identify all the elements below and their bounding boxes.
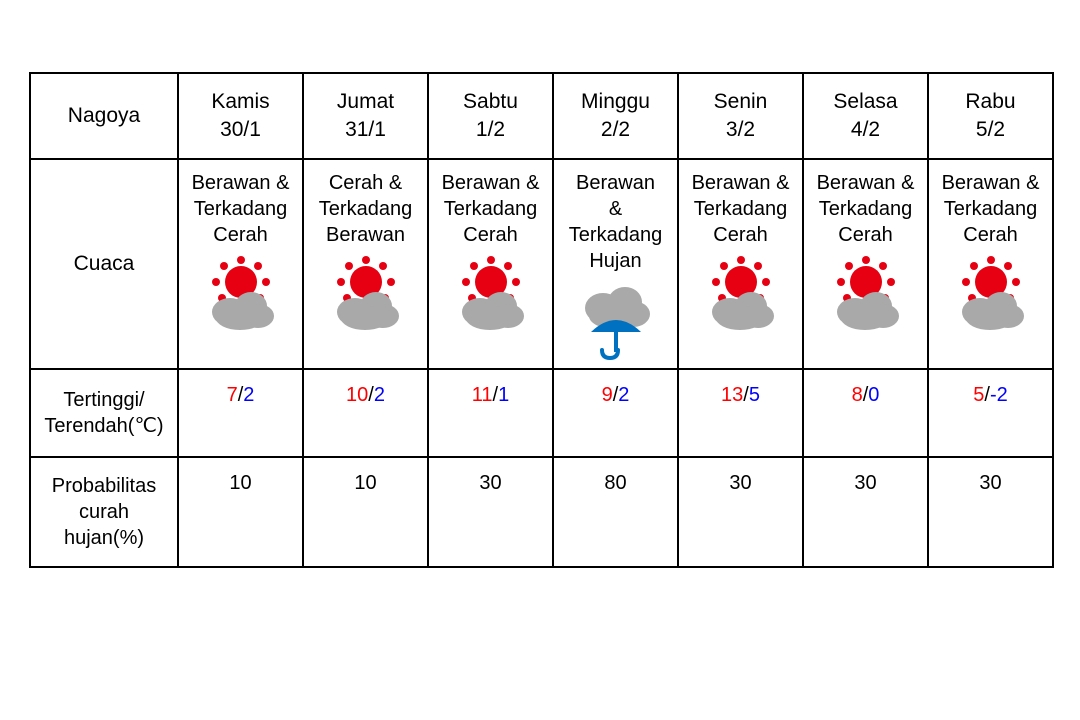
weather-cell: Berawan&TerkadangHujan bbox=[553, 159, 678, 369]
precip-cell: 30 bbox=[803, 457, 928, 567]
sun-cloud-icon bbox=[821, 252, 911, 332]
day-header: Kamis 30/1 bbox=[178, 73, 303, 159]
temp-lo: -2 bbox=[990, 384, 1008, 406]
day-date: 3/2 bbox=[683, 116, 798, 144]
weather-icon-box bbox=[433, 252, 548, 332]
day-header: Minggu 2/2 bbox=[553, 73, 678, 159]
temp-cell: 11/1 bbox=[428, 369, 553, 457]
condition-text: Berawan &TerkadangCerah bbox=[808, 170, 923, 248]
precip-row: Probabilitascurahhujan(%) 10 10 30 80 30… bbox=[30, 457, 1053, 567]
day-header: Rabu 5/2 bbox=[928, 73, 1053, 159]
temp-lo: 0 bbox=[868, 384, 879, 406]
weather-icon-box bbox=[808, 252, 923, 332]
weather-table-container: Nagoya Kamis 30/1 Jumat 31/1 Sabtu 1/2 M… bbox=[29, 72, 1051, 568]
temp-hi: 13 bbox=[721, 384, 743, 406]
weather-table: Nagoya Kamis 30/1 Jumat 31/1 Sabtu 1/2 M… bbox=[29, 72, 1054, 568]
temp-hi: 9 bbox=[602, 384, 613, 406]
weather-cell: Cerah &TerkadangBerawan bbox=[303, 159, 428, 369]
precip-cell: 30 bbox=[428, 457, 553, 567]
day-name: Senin bbox=[683, 88, 798, 116]
temp-cell: 9/2 bbox=[553, 369, 678, 457]
precip-cell: 30 bbox=[928, 457, 1053, 567]
temp-row: Tertinggi/Terendah(℃) 7/2 10/2 11/1 9/2 … bbox=[30, 369, 1053, 457]
temp-cell: 13/5 bbox=[678, 369, 803, 457]
day-name: Sabtu bbox=[433, 88, 548, 116]
sun-cloud-icon bbox=[321, 252, 411, 332]
temp-hi: 11 bbox=[472, 384, 493, 406]
day-header: Sabtu 1/2 bbox=[428, 73, 553, 159]
precip-cell: 10 bbox=[178, 457, 303, 567]
temp-hi: 7 bbox=[227, 384, 238, 406]
condition-text: Cerah &TerkadangBerawan bbox=[308, 170, 423, 248]
temp-hi: 10 bbox=[346, 384, 368, 406]
weather-icon-box bbox=[183, 252, 298, 332]
table-header-row: Nagoya Kamis 30/1 Jumat 31/1 Sabtu 1/2 M… bbox=[30, 73, 1053, 159]
day-name: Selasa bbox=[808, 88, 923, 116]
temp-lo: 2 bbox=[374, 384, 385, 406]
weather-row: Cuaca Berawan &TerkadangCerah Cerah &Ter… bbox=[30, 159, 1053, 369]
rain-cloud-icon bbox=[571, 278, 661, 362]
city-cell: Nagoya bbox=[30, 73, 178, 159]
weather-icon-box bbox=[558, 278, 673, 362]
city-name: Nagoya bbox=[68, 104, 140, 127]
condition-text: Berawan &TerkadangCerah bbox=[683, 170, 798, 248]
condition-text: Berawan&TerkadangHujan bbox=[558, 170, 673, 274]
day-date: 2/2 bbox=[558, 116, 673, 144]
weather-cell: Berawan &TerkadangCerah bbox=[428, 159, 553, 369]
temp-hi: 8 bbox=[852, 384, 863, 406]
temp-cell: 7/2 bbox=[178, 369, 303, 457]
day-date: 30/1 bbox=[183, 116, 298, 144]
temp-cell: 8/0 bbox=[803, 369, 928, 457]
temp-lo: 1 bbox=[498, 384, 509, 406]
day-date: 5/2 bbox=[933, 116, 1048, 144]
precip-cell: 80 bbox=[553, 457, 678, 567]
sun-cloud-icon bbox=[946, 252, 1036, 332]
sun-cloud-icon bbox=[696, 252, 786, 332]
day-name: Minggu bbox=[558, 88, 673, 116]
temp-hi: 5 bbox=[973, 384, 984, 406]
day-header: Senin 3/2 bbox=[678, 73, 803, 159]
day-header: Selasa 4/2 bbox=[803, 73, 928, 159]
weather-icon-box bbox=[683, 252, 798, 332]
temp-cell: 10/2 bbox=[303, 369, 428, 457]
condition-text: Berawan &TerkadangCerah bbox=[183, 170, 298, 248]
day-name: Rabu bbox=[933, 88, 1048, 116]
weather-row-label: Cuaca bbox=[30, 159, 178, 369]
temp-lo: 2 bbox=[243, 384, 254, 406]
day-date: 4/2 bbox=[808, 116, 923, 144]
precip-cell: 30 bbox=[678, 457, 803, 567]
day-date: 31/1 bbox=[308, 116, 423, 144]
weather-icon-box bbox=[933, 252, 1048, 332]
precip-cell: 10 bbox=[303, 457, 428, 567]
day-date: 1/2 bbox=[433, 116, 548, 144]
sun-cloud-icon bbox=[196, 252, 286, 332]
sun-cloud-icon bbox=[446, 252, 536, 332]
condition-text: Berawan &TerkadangCerah bbox=[933, 170, 1048, 248]
weather-cell: Berawan &TerkadangCerah bbox=[678, 159, 803, 369]
weather-cell: Berawan &TerkadangCerah bbox=[803, 159, 928, 369]
condition-text: Berawan &TerkadangCerah bbox=[433, 170, 548, 248]
weather-cell: Berawan &TerkadangCerah bbox=[178, 159, 303, 369]
temp-lo: 5 bbox=[749, 384, 760, 406]
temp-row-label: Tertinggi/Terendah(℃) bbox=[30, 369, 178, 457]
day-name: Jumat bbox=[308, 88, 423, 116]
weather-cell: Berawan &TerkadangCerah bbox=[928, 159, 1053, 369]
day-name: Kamis bbox=[183, 88, 298, 116]
temp-cell: 5/-2 bbox=[928, 369, 1053, 457]
precip-row-label: Probabilitascurahhujan(%) bbox=[30, 457, 178, 567]
day-header: Jumat 31/1 bbox=[303, 73, 428, 159]
weather-icon-box bbox=[308, 252, 423, 332]
temp-lo: 2 bbox=[618, 384, 629, 406]
